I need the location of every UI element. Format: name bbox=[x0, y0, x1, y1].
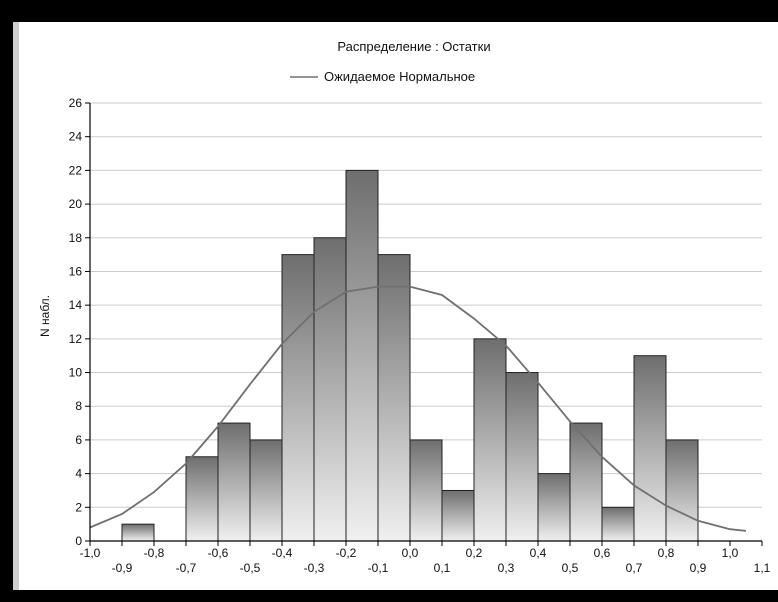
x-tick-label-lower: -0,5 bbox=[240, 561, 261, 575]
y-tick-label: 0 bbox=[75, 534, 82, 548]
x-tick-label-upper: 0,2 bbox=[466, 546, 483, 560]
histogram-bar bbox=[441, 489, 475, 542]
axes bbox=[85, 102, 763, 546]
x-tick-label-lower: 0,3 bbox=[498, 561, 515, 575]
histogram-bar bbox=[537, 473, 571, 542]
histogram-bar bbox=[473, 338, 507, 542]
legend-entry-normal: Ожидаемое Нормальное bbox=[324, 69, 475, 84]
frame-inner-border bbox=[13, 22, 19, 590]
x-tick-label-upper: -0,8 bbox=[144, 546, 165, 560]
x-tick-label-lower: -0,9 bbox=[112, 561, 133, 575]
y-tick-label: 22 bbox=[69, 163, 83, 177]
frame-bottom-border bbox=[0, 590, 778, 602]
frame-left-border bbox=[0, 0, 13, 602]
y-tick-label: 18 bbox=[69, 231, 83, 245]
x-tick-label-upper: -0,4 bbox=[272, 546, 293, 560]
y-tick-label: 12 bbox=[69, 332, 83, 346]
normal-curve-line bbox=[89, 285, 747, 532]
histogram-bar bbox=[185, 456, 219, 542]
y-tick-label: 10 bbox=[69, 366, 83, 380]
y-tick-label: 20 bbox=[69, 197, 83, 211]
histogram-bar bbox=[313, 237, 347, 542]
histogram-bar bbox=[377, 254, 411, 542]
chart-title: Распределение : Остатки bbox=[337, 39, 490, 54]
y-tick-label: 2 bbox=[75, 500, 82, 514]
x-tick-label-lower: -0,1 bbox=[368, 561, 389, 575]
histogram-bar bbox=[633, 355, 667, 542]
x-tick-label-upper: 1,0 bbox=[722, 546, 739, 560]
x-tick-label-upper: 0,0 bbox=[402, 546, 419, 560]
y-tick-label: 26 bbox=[69, 96, 83, 110]
frame-top-border bbox=[0, 0, 778, 22]
x-tick-label-lower: 1,1 bbox=[754, 561, 771, 575]
histogram-bar bbox=[217, 422, 251, 542]
y-tick-label: 6 bbox=[75, 433, 82, 447]
y-axis-label: N набл. bbox=[38, 295, 52, 337]
y-tick-label: 8 bbox=[75, 399, 82, 413]
x-tick-label-upper: -0,6 bbox=[208, 546, 229, 560]
x-tick-label-upper: 0,8 bbox=[658, 546, 675, 560]
histogram-bars bbox=[121, 169, 699, 542]
x-tick-label-upper: 0,4 bbox=[530, 546, 547, 560]
histogram-bar bbox=[569, 422, 603, 542]
x-tick-label-lower: -0,3 bbox=[304, 561, 325, 575]
histogram-bar bbox=[601, 506, 635, 542]
histogram-bar bbox=[345, 169, 379, 542]
grid-lines bbox=[90, 102, 762, 508]
x-tick-label-lower: 0,9 bbox=[690, 561, 707, 575]
x-tick-label-upper: -1,0 bbox=[80, 546, 101, 560]
histogram-bar bbox=[121, 523, 155, 542]
histogram-bar bbox=[505, 372, 539, 542]
x-tick-labels: -1,0 -0,8 -0,6 -0,4 -0,2 0,0 0,2 0,4 0,6 0,8 1,0 -0… bbox=[80, 546, 771, 575]
y-tick-label: 16 bbox=[69, 264, 83, 278]
x-tick-label-lower: 0,7 bbox=[626, 561, 643, 575]
x-tick-label-lower: 0,5 bbox=[562, 561, 579, 575]
x-tick-label-lower: 0,1 bbox=[434, 561, 451, 575]
y-tick-label: 14 bbox=[69, 298, 83, 312]
y-tick-label: 24 bbox=[69, 130, 83, 144]
x-tick-label-lower: -0,7 bbox=[176, 561, 197, 575]
histogram-bar bbox=[281, 254, 315, 542]
y-tick-label: 4 bbox=[75, 467, 82, 481]
histogram-bar bbox=[249, 439, 283, 542]
histogram-bar bbox=[409, 439, 443, 542]
histogram-bar bbox=[665, 439, 699, 542]
x-tick-label-upper: -0,2 bbox=[336, 546, 357, 560]
x-tick-label-upper: 0,6 bbox=[594, 546, 611, 560]
